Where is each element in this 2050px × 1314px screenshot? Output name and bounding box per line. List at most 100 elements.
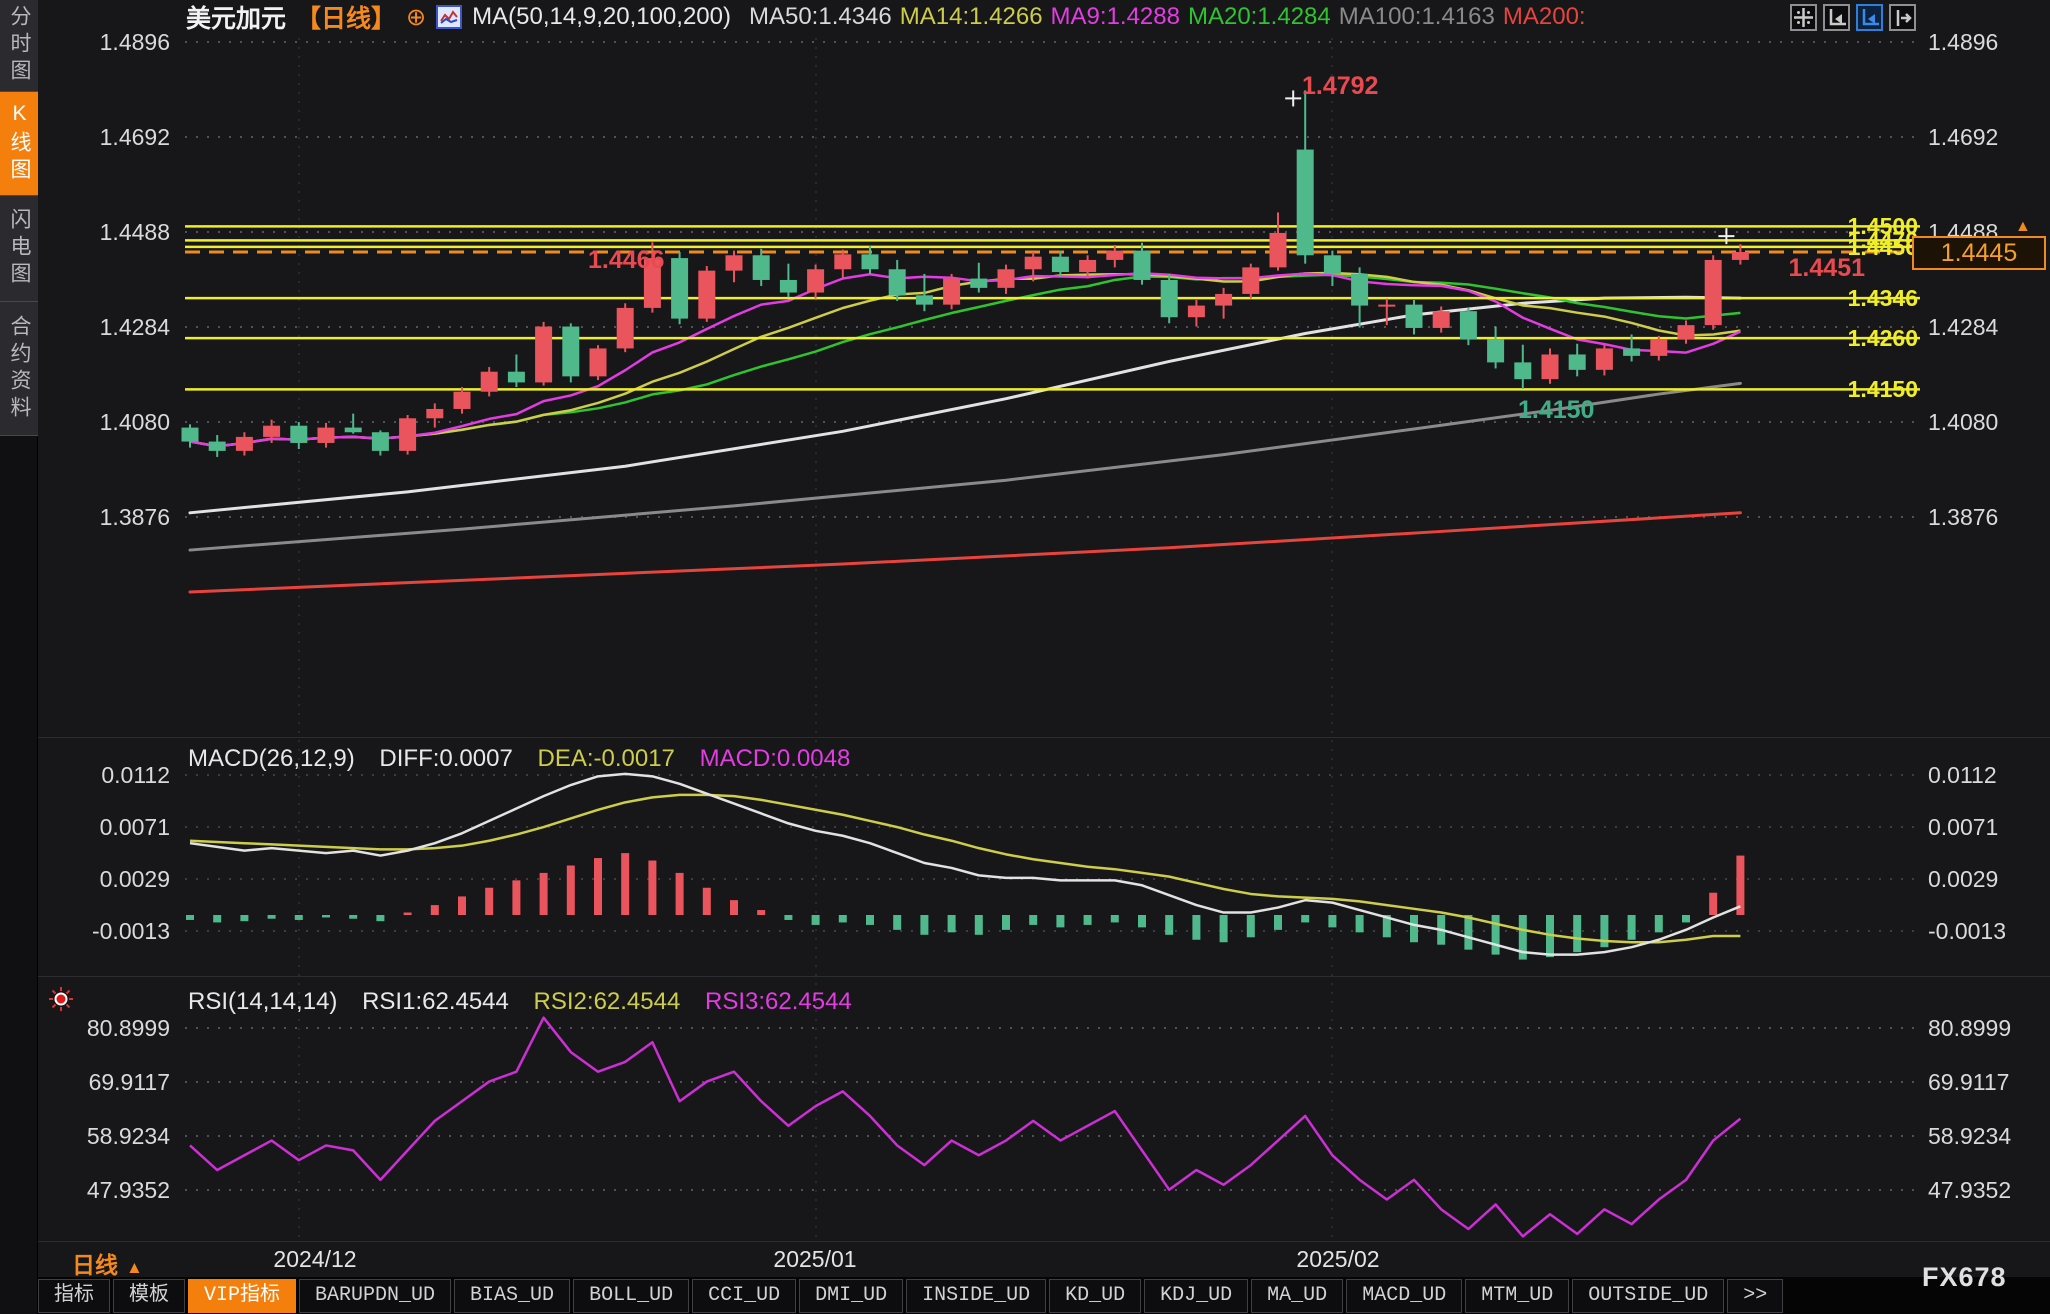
sr-price-label: 1.4150 <box>1847 376 1918 403</box>
ma-value-label: MA200: <box>1502 3 1586 30</box>
rsi1-value: RSI1:62.4544 <box>362 988 509 1015</box>
rsi-axis-label-left: 80.8999 <box>86 1015 170 1041</box>
symbol-name: 美元加元 <box>186 5 287 33</box>
rsi-axis-label-left: 47.9352 <box>86 1177 170 1203</box>
rsi-axis-label-right: 69.9117 <box>1928 1069 2010 1095</box>
period-selector[interactable]: 日线 ▲ <box>72 1246 143 1280</box>
chart-mode-sidebar: 分时图 K线图 闪电图 合约资料 <box>0 0 38 1314</box>
ma-value-label: MA9:1.4288 <box>1050 3 1180 30</box>
macd-axis-label-right: 0.0112 <box>1928 762 1997 788</box>
axis-scale-play-icon[interactable] <box>1856 4 1883 31</box>
macd-dea-value: DEA:-0.0017 <box>537 745 675 772</box>
indicator-tab-[interactable]: >> <box>1727 1279 1784 1313</box>
macd-axis-label-right: -0.0013 <box>1928 918 2007 944</box>
indicator-tab-vip[interactable]: VIP指标 <box>188 1279 297 1313</box>
ma-value-label: MA20:1.4284 <box>1187 3 1331 30</box>
indicator-tab-mtm_ud[interactable]: MTM_UD <box>1465 1279 1570 1313</box>
rsi-axis-label-right: 47.9352 <box>1928 1177 2012 1203</box>
price-axis-label-right: 1.4692 <box>1928 124 1999 150</box>
support-resistance-layer <box>185 225 1920 391</box>
dec-high-marker: 1.4466 <box>588 246 665 274</box>
period-selector-label: 日线 <box>72 1252 118 1278</box>
rsi-axis-label-left: 58.9234 <box>86 1123 170 1149</box>
x-axis-month-label: 2025/01 <box>773 1246 857 1272</box>
macd-axis-label-left: 0.0071 <box>99 814 170 840</box>
price-axis-label-left: 1.4080 <box>99 409 170 435</box>
price-axis-label-left: 1.4284 <box>99 314 170 340</box>
macd-diff-value: DIFF:0.0007 <box>379 745 513 772</box>
grid-layer <box>185 38 1920 1240</box>
indicator-tab-[interactable]: 指标 <box>38 1279 110 1313</box>
add-indicator-icon[interactable]: ⊕ <box>406 3 427 31</box>
high-price-marker: 1.4792 <box>1302 72 1379 100</box>
macd-header: MACD(26,12,9) DIFF:0.0007 DEA:-0.0017 MA… <box>188 745 868 773</box>
rsi-layer <box>189 1016 1742 1238</box>
indicator-tab-barupdn_ud[interactable]: BARUPDN_UD <box>299 1279 452 1313</box>
indicator-tab-macd_ud[interactable]: MACD_UD <box>1346 1279 1463 1313</box>
ma-values: MA50:1.4346 MA14:1.4266 MA9:1.4288 MA20:1.4… <box>741 3 1586 31</box>
sr-price-label: 1.4500 <box>1847 213 1918 240</box>
price-axis-label-right: 1.4284 <box>1928 314 1999 340</box>
macd-axis-label-right: 0.0029 <box>1928 866 1999 892</box>
rsi-xaxis-divider <box>38 1241 2050 1242</box>
ma-value-label: MA50:1.4346 <box>748 3 892 30</box>
indicator-tab-kdj_ud[interactable]: KDJ_UD <box>1144 1279 1249 1313</box>
indicator-tab-dmi_ud[interactable]: DMI_UD <box>799 1279 904 1313</box>
collapse-right-icon[interactable] <box>1889 4 1916 31</box>
high-markers-layer <box>1285 90 1735 245</box>
x-axis-month-label: 2025/02 <box>1296 1246 1380 1272</box>
rsi-axis-label-right: 58.9234 <box>1928 1123 2012 1149</box>
sidebar-item-2[interactable]: 闪电图 <box>0 196 38 302</box>
indicator-tab-bias_ud[interactable]: BIAS_UD <box>454 1279 571 1313</box>
macd-axis-label-left: 0.0029 <box>99 866 170 892</box>
x-axis-month-label: 2024/12 <box>273 1246 357 1272</box>
ma-settings-label: MA(50,14,9,20,100,200) <box>472 3 731 30</box>
macd-name: MACD(26,12,9) <box>188 745 355 772</box>
rsi-name: RSI(14,14,14) <box>188 988 338 1015</box>
sr-price-label: 1.4346 <box>1847 285 1918 312</box>
move-crosshair-icon[interactable] <box>1790 4 1817 31</box>
sidebar-item-1[interactable]: K线图 <box>0 92 38 196</box>
price-axis-label-left: 1.3876 <box>99 504 170 530</box>
indicator-tab-ma_ud[interactable]: MA_UD <box>1251 1279 1344 1313</box>
period-selector-arrow-icon: ▲ <box>126 1258 143 1277</box>
indicator-tab-cci_ud[interactable]: CCI_UD <box>692 1279 797 1313</box>
candles-layer <box>181 90 1749 457</box>
indicator-tab-boll_ud[interactable]: BOLL_UD <box>573 1279 690 1313</box>
macd-macd-value: MACD:0.0048 <box>699 745 851 772</box>
sidebar-item-0[interactable]: 分时图 <box>0 0 38 92</box>
ma-value-label: MA14:1.4266 <box>899 3 1043 30</box>
sr-price-label: 1.4470 <box>1847 227 1918 254</box>
indicator-tab-outside_ud[interactable]: OUTSIDE_UD <box>1572 1279 1725 1313</box>
chart-type-icon[interactable] <box>436 5 463 29</box>
sr-price-label: 1.4456 <box>1847 233 1918 260</box>
red-level-marker: 1.4451 <box>1788 254 1865 282</box>
price-macd-divider <box>38 737 2050 738</box>
rsi3-value: RSI3:62.4544 <box>705 988 852 1015</box>
price-axis-label-right: 1.4080 <box>1928 409 1999 435</box>
sr-price-label: 1.4260 <box>1847 325 1918 352</box>
ma-value-label: MA100:1.4163 <box>1338 3 1495 30</box>
last-price-box: 1.4445 <box>1912 236 2046 270</box>
indicator-tab-inside_ud[interactable]: INSIDE_UD <box>906 1279 1047 1313</box>
sidebar-item-3[interactable]: 合约资料 <box>0 302 38 436</box>
price-up-arrow-icon: ▲ <box>2015 218 2031 235</box>
long-ma-layer <box>188 271 1742 594</box>
rsi-header: RSI(14,14,14) RSI1:62.4544 RSI2:62.4544 … <box>188 988 870 1016</box>
macd-axis-label-left: 0.0112 <box>101 762 170 788</box>
indicator-tab-kd_ud[interactable]: KD_UD <box>1049 1279 1142 1313</box>
indicator-settings-icon[interactable] <box>48 986 74 1017</box>
chart-toolbar <box>1790 4 1916 31</box>
price-axis-label-left: 1.4488 <box>99 219 170 245</box>
period-label: 【日线】 <box>296 5 397 33</box>
rsi-axis-label-left: 69.9117 <box>88 1069 170 1095</box>
title-bar: 美元加元 【日线】 ⊕ MA(50,14,9,20,100,200) MA50:… <box>186 2 1586 33</box>
indicator-tab-[interactable]: 模板 <box>113 1279 185 1313</box>
macd-axis-label-left: -0.0013 <box>91 918 170 944</box>
macd-axis-label-right: 0.0071 <box>1928 814 1999 840</box>
low-price-marker: 1.4150 <box>1518 396 1595 424</box>
macd-layer <box>186 772 1745 960</box>
axis-scale-icon[interactable] <box>1823 4 1850 31</box>
